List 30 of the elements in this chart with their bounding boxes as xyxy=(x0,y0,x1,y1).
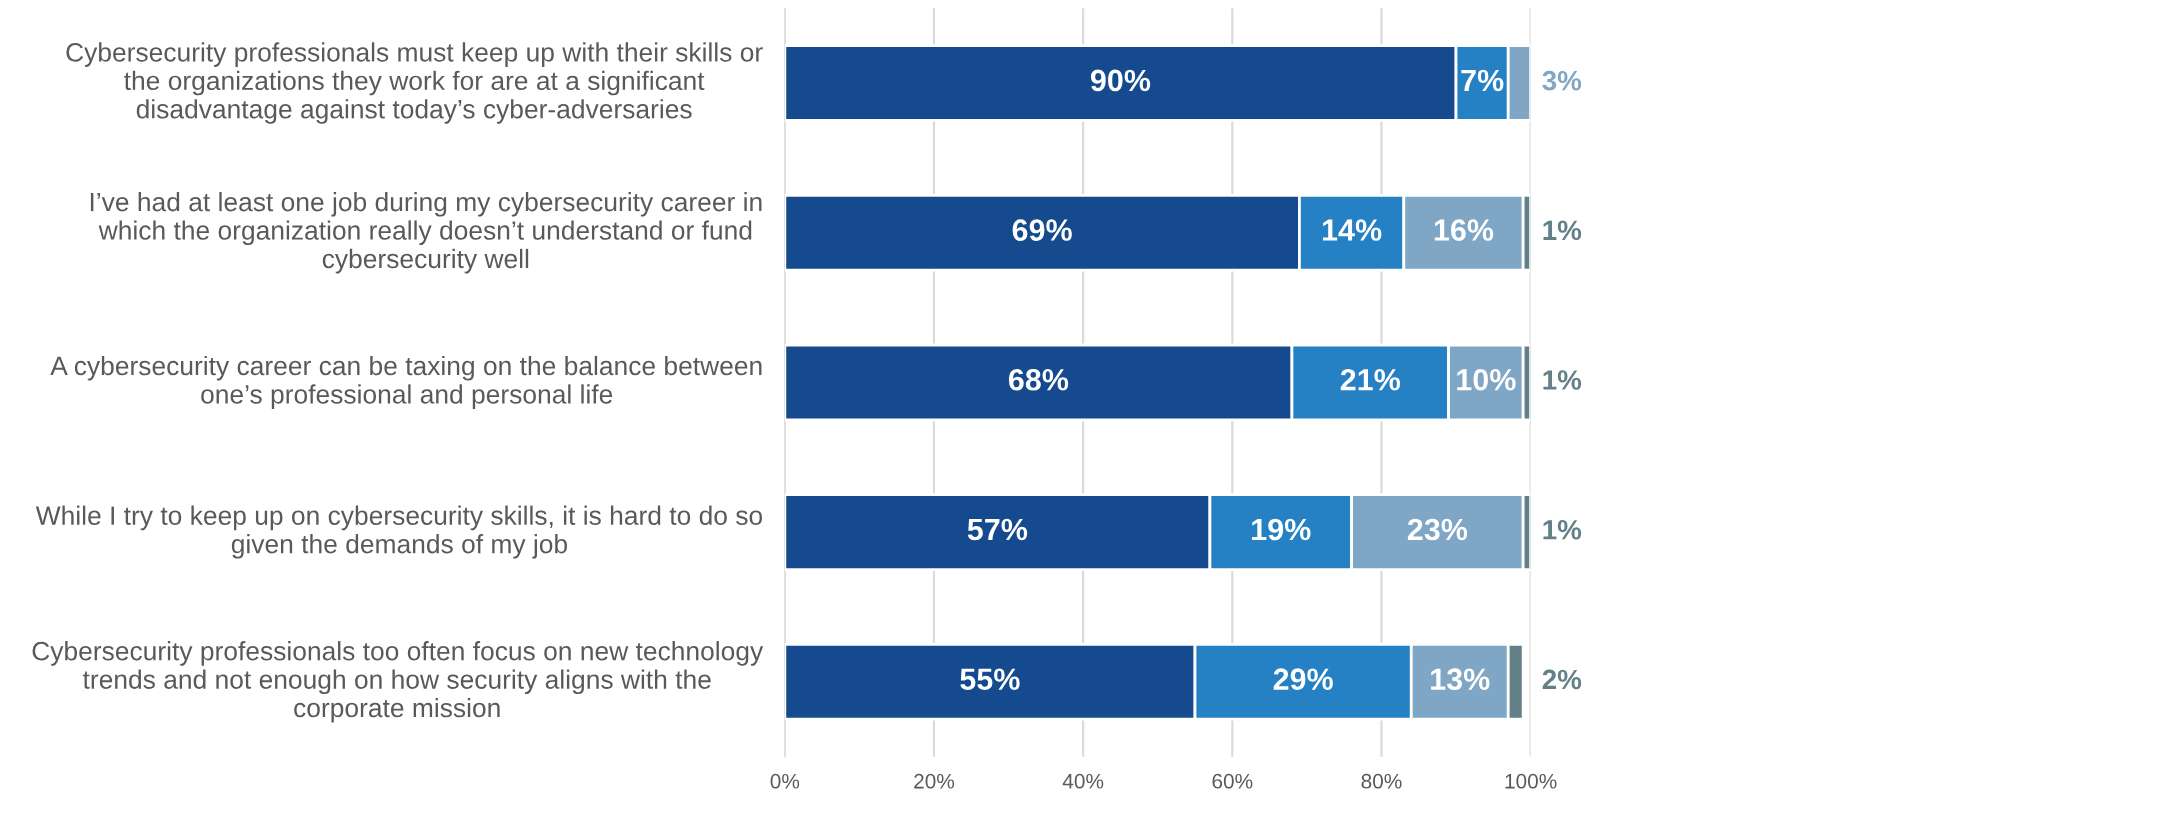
data-label: 14% xyxy=(1322,219,1382,241)
x-tick-label: 40% xyxy=(1062,773,1104,789)
data-label: 1% xyxy=(1543,519,1582,540)
data-label: 1% xyxy=(1543,220,1582,241)
data-label: 19% xyxy=(1252,518,1311,541)
data-label: 90% xyxy=(1090,69,1151,92)
data-label: 68% xyxy=(1008,368,1069,391)
data-label: 1% xyxy=(1543,370,1582,390)
y-tick-label: A cybersecurity career can be taxing on the balance between one’s professional and personal life xyxy=(50,355,762,409)
data-label: 21% xyxy=(1340,368,1401,391)
x-tick-label: 20% xyxy=(914,773,955,789)
y-tick-label: Cybersecurity professionals must keep up with their skills or the organizations they work for are at a significant disadvantage against today’s cyber-adversaries xyxy=(66,42,763,124)
y-tick-label: While I try to keep up on cybersecurity skills, it is hard to do so given the demands of my job xyxy=(35,505,763,559)
data-label: 29% xyxy=(1273,668,1333,691)
data-label: 2% xyxy=(1542,669,1582,690)
x-tick-label: 100% xyxy=(1505,773,1557,789)
y-tick-label: Cybersecurity professionals too often focus on new technology trends and not enough on how security aligns with the corporate mission xyxy=(32,641,764,723)
data-label: 57% xyxy=(967,518,1028,541)
x-tick-label: 0% xyxy=(770,773,800,789)
data-label: 16% xyxy=(1434,219,1494,241)
data-label: 7% xyxy=(1461,69,1504,92)
data-label: 13% xyxy=(1431,668,1490,691)
y-tick-label: I’ve had at least one job during my cybersecurity career in which the organization really doesn’t understand or fund cybersecurity well xyxy=(90,192,762,274)
x-tick-label: 60% xyxy=(1212,773,1253,789)
data-label: 55% xyxy=(960,668,1020,691)
data-label: 10% xyxy=(1457,368,1516,391)
data-label: 3% xyxy=(1542,70,1582,91)
data-label: 23% xyxy=(1407,518,1468,541)
data-label: 69% xyxy=(1012,219,1072,241)
x-tick-label: 80% xyxy=(1361,773,1402,789)
